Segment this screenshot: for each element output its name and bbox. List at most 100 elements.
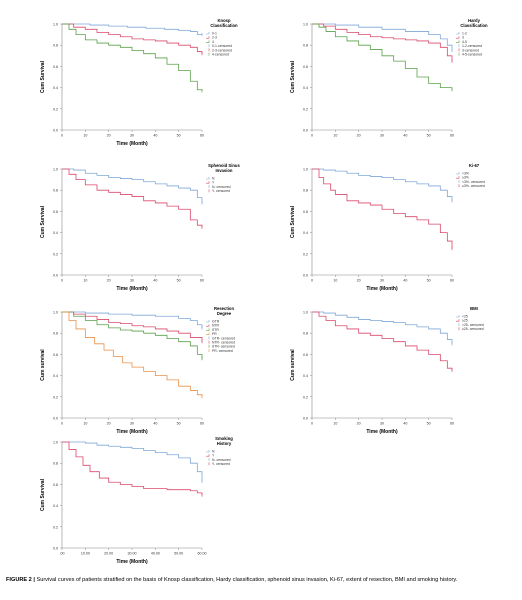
chart-ki67: 0.0 0.2 0.4 0.6 0.8 1.0 0 10 20 30 40 50 60 Time (Mon… bbox=[268, 155, 503, 295]
legend-entry: 0-1-censored bbox=[212, 44, 232, 48]
chart-sphenoid: 0.0 0.2 0.4 0.6 0.8 1.0 0 10 20 30 40 50 60 Time (Mon… bbox=[18, 155, 253, 295]
x-tick-label: 10 bbox=[83, 422, 87, 426]
y-tick-label: 0.2 bbox=[53, 252, 58, 256]
chart-svg: 0.0 0.2 0.4 0.6 0.8 1.0 0 10 20 30 40 50 60 Time (Mon… bbox=[40, 18, 238, 147]
y-tick-label: 1.0 bbox=[303, 23, 308, 27]
y-tick-label: 0.8 bbox=[303, 44, 308, 48]
x-tick-label: 20 bbox=[357, 279, 361, 283]
legend-entry: 1-2-censored bbox=[462, 44, 482, 48]
survival-curve-Y bbox=[62, 168, 203, 228]
legend-entry: GTR bbox=[212, 320, 220, 324]
legend-entry: N- censored bbox=[212, 458, 231, 462]
x-tick-label: 0 bbox=[61, 422, 63, 426]
legend-entry: PR- censored bbox=[212, 349, 233, 353]
x-axis-label: Time (Month) bbox=[366, 286, 398, 292]
legend-title: Invasion bbox=[216, 168, 233, 173]
y-tick-label: 0.8 bbox=[53, 462, 58, 466]
x-tick-label: 50.00 bbox=[174, 552, 183, 556]
legend-entry: 1-2 bbox=[462, 32, 467, 36]
survival-curve-GTR bbox=[62, 311, 203, 328]
legend-swatch bbox=[456, 176, 460, 179]
x-tick-label: 30 bbox=[380, 134, 384, 138]
y-tick-label: 0.0 bbox=[53, 274, 58, 278]
y-tick-label: 0.6 bbox=[53, 483, 58, 487]
x-axis-label: Time (Month) bbox=[366, 429, 398, 435]
legend-entry: <25 bbox=[462, 315, 468, 319]
x-tick-label: 0 bbox=[311, 422, 313, 426]
legend-entry: 4-5-censored bbox=[462, 53, 482, 57]
x-tick-label: 60 bbox=[200, 279, 204, 283]
y-tick-label: 1.0 bbox=[53, 441, 58, 445]
y-tick-label: 0.0 bbox=[53, 129, 58, 133]
legend-title: Knosp bbox=[217, 18, 230, 23]
legend-swatch bbox=[206, 32, 210, 35]
legend-entry: 2-3 bbox=[212, 36, 217, 40]
y-tick-label: 0.6 bbox=[303, 210, 308, 214]
legend-entry: <3% bbox=[462, 172, 469, 176]
x-axis-label: Time (Month) bbox=[116, 429, 148, 435]
x-tick-label: 50 bbox=[427, 134, 431, 138]
legend-swatch bbox=[456, 32, 460, 35]
legend-swatch bbox=[456, 172, 460, 175]
y-axis-label: Cum Survival bbox=[40, 478, 46, 511]
x-tick-label: 40 bbox=[403, 422, 407, 426]
y-tick-label: 0.4 bbox=[53, 374, 58, 378]
x-tick-label: 30.00 bbox=[128, 552, 137, 556]
survival-curve-3 bbox=[312, 23, 453, 62]
chart-bmi: 0.0 0.2 0.4 0.6 0.8 1.0 0 10 20 30 40 50 60 Time (Mon… bbox=[268, 298, 503, 438]
legend-title: Ki-67 bbox=[469, 163, 480, 168]
survival-curve-Y bbox=[62, 441, 203, 495]
x-tick-label: 50 bbox=[177, 279, 181, 283]
survival-curve-25 bbox=[312, 311, 453, 371]
legend-title: Smoking bbox=[215, 436, 233, 441]
figure-label: FIGURE 2 | bbox=[6, 577, 35, 583]
y-tick-label: 1.0 bbox=[53, 168, 58, 172]
y-tick-label: 0.6 bbox=[303, 353, 308, 357]
x-tick-label: 40 bbox=[403, 134, 407, 138]
legend-swatch bbox=[206, 450, 210, 453]
y-tick-label: 0.2 bbox=[53, 107, 58, 111]
legend-entry: ≥3%- censored bbox=[462, 184, 485, 188]
x-tick-label: 10 bbox=[333, 134, 337, 138]
x-axis-label: Time (Month) bbox=[116, 286, 148, 292]
survival-curve-PR bbox=[62, 311, 203, 397]
y-tick-label: 0.8 bbox=[303, 189, 308, 193]
chart-svg: 0.0 0.2 0.4 0.6 0.8 1.0 0 10 20 30 40 50 60 Time (Mon… bbox=[40, 306, 235, 435]
x-tick-label: 60 bbox=[200, 422, 204, 426]
chart-svg: 0.0 0.2 0.4 0.6 0.8 1.0 .00 10.00 20.00 30.00 40.0… bbox=[40, 436, 233, 565]
legend-swatch bbox=[206, 177, 210, 180]
legend-entry: GTR- censored bbox=[212, 336, 235, 340]
legend-title: Degree bbox=[217, 311, 232, 316]
x-tick-label: 0 bbox=[311, 279, 313, 283]
figure-caption: FIGURE 2 | Survival curves of patients s… bbox=[6, 577, 512, 584]
survival-curve-N bbox=[62, 168, 203, 203]
legend-title: Resection bbox=[214, 306, 234, 311]
legend-entry: Y- censored bbox=[212, 189, 230, 193]
x-tick-label: 0 bbox=[61, 134, 63, 138]
y-tick-label: 0.4 bbox=[303, 374, 308, 378]
y-tick-label: 0.2 bbox=[303, 252, 308, 256]
legend-entry: 0-1 bbox=[212, 32, 217, 36]
x-tick-label: 30 bbox=[130, 279, 134, 283]
x-tick-label: 10 bbox=[83, 134, 87, 138]
chart-svg: 0.0 0.2 0.4 0.6 0.8 1.0 0 10 20 30 40 50 60 Time (Mon… bbox=[290, 306, 484, 435]
x-tick-label: 50 bbox=[427, 279, 431, 283]
y-tick-label: 0.4 bbox=[53, 231, 58, 235]
y-tick-label: 0.8 bbox=[303, 332, 308, 336]
x-tick-label: 30 bbox=[380, 422, 384, 426]
y-axis-label: Cum survival bbox=[290, 349, 296, 381]
y-axis-label: Cum Survival bbox=[290, 205, 296, 238]
y-tick-label: 0.2 bbox=[303, 107, 308, 111]
x-tick-label: 60 bbox=[200, 134, 204, 138]
chart-hardy: 0.0 0.2 0.4 0.6 0.8 1.0 0 10 20 30 40 50 60 Cum Survi… bbox=[268, 10, 503, 150]
legend-swatch bbox=[206, 40, 210, 43]
survival-curve-STR bbox=[62, 311, 203, 359]
chart-svg: 0.0 0.2 0.4 0.6 0.8 1.0 0 10 20 30 40 50 60 Cum Survi… bbox=[290, 18, 488, 138]
y-tick-label: 1.0 bbox=[53, 311, 58, 315]
survival-curve-12 bbox=[312, 23, 453, 51]
legend-entry: 3 bbox=[462, 36, 464, 40]
survival-curve-23 bbox=[62, 23, 203, 54]
survival-curve-3 bbox=[312, 168, 453, 249]
legend-entry: PR bbox=[212, 332, 217, 336]
legend-entry: STR bbox=[212, 328, 219, 332]
